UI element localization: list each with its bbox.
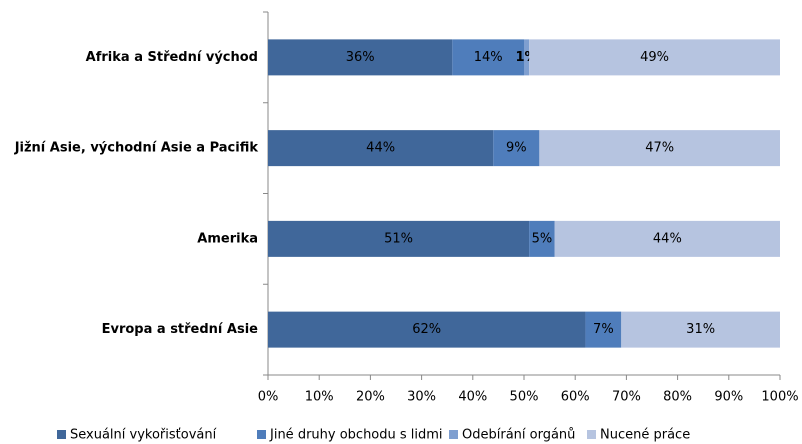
x-tick-label: 0%: [258, 390, 279, 405]
x-tick-label: 80%: [663, 390, 692, 405]
bar-segment: [529, 220, 555, 257]
category-label: Evropa a střední Asie: [102, 322, 259, 337]
legend-label: Sexuální vykořisťování: [70, 428, 217, 443]
data-label: 7%: [593, 322, 614, 337]
data-label: 9%: [506, 141, 527, 156]
legend-swatch: [57, 430, 66, 439]
bar-segment: [268, 311, 586, 348]
bar-segment: [452, 39, 524, 76]
data-label: 51%: [384, 231, 413, 246]
x-tick-label: 90%: [714, 390, 743, 405]
x-tick-label: 50%: [510, 390, 539, 405]
data-label: 47%: [645, 141, 674, 156]
bar-segment: [268, 220, 530, 257]
x-tick-label: 10%: [305, 390, 334, 405]
legend-label: Odebírání orgánů: [462, 428, 575, 443]
data-label: 44%: [366, 141, 395, 156]
bar-segment: [268, 130, 494, 167]
bar-segment: [268, 39, 453, 76]
data-label: 44%: [653, 231, 682, 246]
data-label: 49%: [640, 50, 669, 65]
category-label: Amerika: [197, 231, 258, 246]
x-tick-label: 70%: [612, 390, 641, 405]
x-tick-label: 60%: [561, 390, 590, 405]
data-label: 14%: [474, 50, 503, 65]
category-label: Afrika a Střední východ: [86, 50, 258, 65]
x-tick-label: 30%: [407, 390, 436, 405]
bar-segment: [585, 311, 622, 348]
legend-swatch: [257, 430, 266, 439]
legend-swatch: [587, 430, 596, 439]
bar-segment: [621, 311, 780, 348]
bar-segment: [554, 220, 780, 257]
bar-segment: [529, 39, 780, 76]
legend-label: Nucené práce: [600, 428, 690, 443]
bar-segment: [493, 130, 540, 167]
x-tick-label: 100%: [761, 390, 798, 405]
x-tick-label: 40%: [458, 390, 487, 405]
category-label: Jižní Asie, východní Asie a Pacifik: [14, 141, 259, 156]
legend-swatch: [449, 430, 458, 439]
bar-segment: [539, 130, 780, 167]
legend-label: Jiné druhy obchodu s lidmi: [269, 428, 443, 443]
data-label: 36%: [346, 50, 375, 65]
data-label: 5%: [532, 231, 553, 246]
bar-segment: [524, 39, 530, 76]
data-label: 31%: [686, 322, 715, 337]
x-tick-label: 20%: [356, 390, 385, 405]
data-label: 62%: [412, 322, 441, 337]
